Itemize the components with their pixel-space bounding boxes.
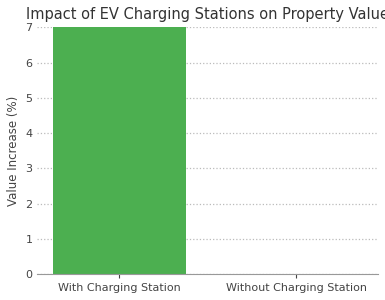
Y-axis label: Value Increase (%): Value Increase (%) xyxy=(7,95,20,206)
Title: Impact of EV Charging Stations on Property Value: Impact of EV Charging Stations on Proper… xyxy=(26,7,385,22)
Bar xyxy=(53,27,186,274)
